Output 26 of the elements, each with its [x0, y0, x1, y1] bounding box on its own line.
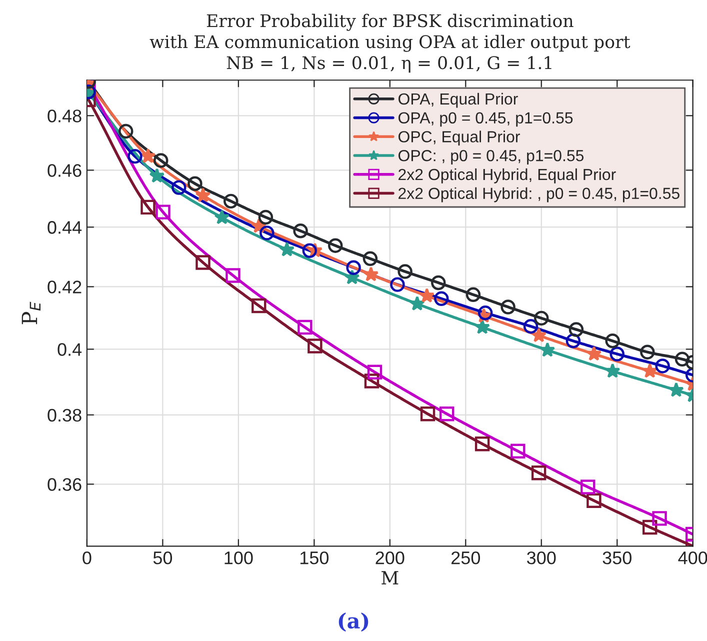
x-tick-label: 100: [224, 551, 253, 564]
x-tick-label: 300: [527, 551, 556, 564]
y-tick-label: 0.38: [48, 408, 82, 422]
legend-label: OPC: , p0 = 0.45, p1=0.55: [398, 150, 584, 164]
x-tick-label: 200: [376, 551, 404, 564]
chart-title: Error Probability for BPSK discrimination with EA communication using OPA at idler output port NB = 1, Ns = 0.01, η = 0.01, G = 1.1: [150, 14, 630, 73]
x-axis-title: M: [382, 571, 398, 584]
text: (a): [338, 612, 368, 632]
x-tick-label: 50: [153, 551, 172, 564]
legend-label: 2x2 Optical Hybrid: , p0 = 0.45, p1=0.55: [398, 187, 680, 202]
y-tick-label: 0.4: [58, 343, 82, 356]
y-tick-label: 0.44: [48, 221, 82, 234]
legend-label: 2x2 Optical Hybrid, Equal Prior: [398, 168, 616, 184]
x-tick-label: 350: [602, 551, 632, 564]
y-tick-label: 0.46: [48, 164, 82, 177]
x-tick-label: 400: [678, 551, 707, 564]
y-tick-label: 0.36: [48, 478, 82, 491]
y-tick-label: 0.42: [48, 280, 82, 294]
x-tick-label: 250: [451, 551, 480, 564]
legend-label: OPA, Equal Prior: [398, 92, 518, 108]
legend-label: OPC, Equal Prior: [398, 130, 520, 146]
x-tick-label: 0: [82, 551, 92, 564]
legend-label: OPA, p0 = 0.45, p1=0.55: [398, 112, 573, 127]
x-tick-label: 150: [300, 551, 329, 564]
y-axis-title: P$_{E}$: [22, 302, 40, 324]
y-tick-label: 0.48: [48, 110, 82, 122]
